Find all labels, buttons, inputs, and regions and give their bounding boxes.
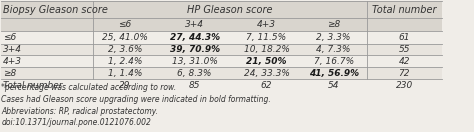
Text: Biopsy Gleason score: Biopsy Gleason score [3, 5, 108, 15]
Text: 1, 2.4%: 1, 2.4% [108, 57, 142, 66]
FancyBboxPatch shape [1, 55, 442, 67]
FancyBboxPatch shape [1, 1, 442, 18]
FancyBboxPatch shape [1, 44, 442, 55]
Text: 2, 3.6%: 2, 3.6% [108, 45, 142, 54]
Text: 2, 3.3%: 2, 3.3% [317, 33, 351, 42]
Text: 42: 42 [399, 57, 410, 66]
Text: 21, 50%: 21, 50% [246, 57, 287, 66]
Text: 61: 61 [399, 33, 410, 42]
Text: 41, 56.9%: 41, 56.9% [309, 69, 359, 78]
Text: 3+4: 3+4 [185, 20, 204, 29]
Text: doi:10.1371/journal.pone.0121076.002: doi:10.1371/journal.pone.0121076.002 [1, 118, 151, 128]
Text: 85: 85 [189, 81, 201, 90]
Text: 4, 7.3%: 4, 7.3% [317, 45, 351, 54]
Text: Cases had Gleason score upgrading were indicated in bold formatting.: Cases had Gleason score upgrading were i… [1, 95, 271, 104]
Text: 1, 1.4%: 1, 1.4% [108, 69, 142, 78]
FancyBboxPatch shape [1, 67, 442, 79]
Text: ≤6: ≤6 [3, 33, 16, 42]
Text: 4+3: 4+3 [257, 20, 276, 29]
Text: 24, 33.3%: 24, 33.3% [244, 69, 290, 78]
Text: 25, 41.0%: 25, 41.0% [102, 33, 148, 42]
Text: 4+3: 4+3 [3, 57, 22, 66]
Text: ≥8: ≥8 [3, 69, 16, 78]
Text: 230: 230 [396, 81, 413, 90]
Text: 7, 16.7%: 7, 16.7% [313, 57, 354, 66]
Text: 55: 55 [399, 45, 410, 54]
Text: Total number: Total number [372, 5, 437, 15]
Text: 27, 44.3%: 27, 44.3% [170, 33, 219, 42]
Text: 29: 29 [119, 81, 131, 90]
FancyBboxPatch shape [1, 18, 442, 31]
Text: ≤6: ≤6 [118, 20, 132, 29]
Text: Total number: Total number [3, 81, 62, 90]
Text: HP Gleason score: HP Gleason score [187, 5, 273, 15]
Text: 54: 54 [328, 81, 339, 90]
Text: ≥8: ≥8 [327, 20, 340, 29]
Text: 72: 72 [399, 69, 410, 78]
Text: *percentage was calculated according to row.: *percentage was calculated according to … [1, 83, 176, 92]
FancyBboxPatch shape [1, 31, 442, 44]
Text: 6, 8.3%: 6, 8.3% [177, 69, 212, 78]
Text: 10, 18.2%: 10, 18.2% [244, 45, 290, 54]
Text: 3+4: 3+4 [3, 45, 22, 54]
Text: 62: 62 [261, 81, 272, 90]
Text: 13, 31.0%: 13, 31.0% [172, 57, 218, 66]
Text: 39, 70.9%: 39, 70.9% [170, 45, 219, 54]
Text: 7, 11.5%: 7, 11.5% [246, 33, 286, 42]
Text: Abbreviations: RP, radical prostatectomy.: Abbreviations: RP, radical prostatectomy… [1, 107, 158, 116]
